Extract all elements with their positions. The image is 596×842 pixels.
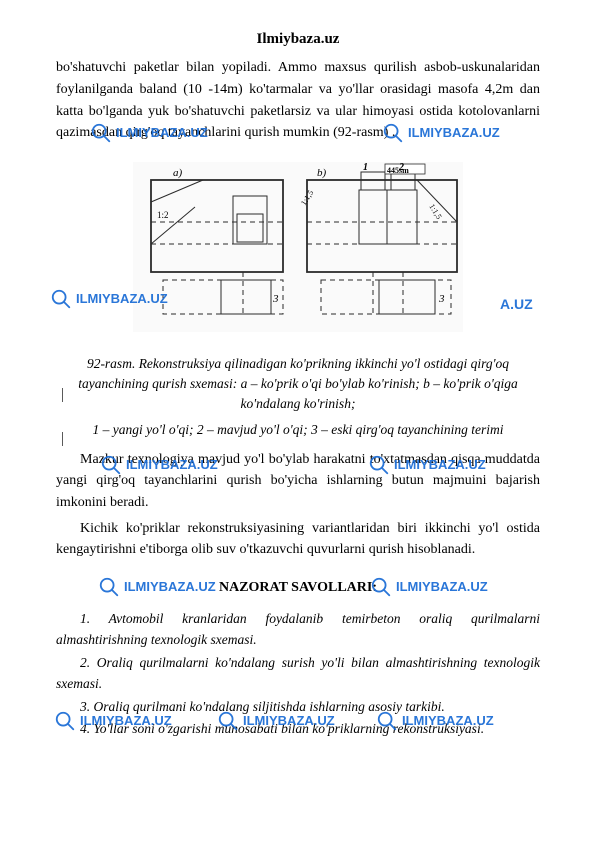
- body-paragraph-2: Mazkur texnologiya mavjud yo'l bo'ylab h…: [56, 449, 540, 514]
- question-4: 4. Yo'llar soni o'zgarishi munosabati bi…: [56, 719, 540, 740]
- question-1: 1. Avtomobil kranlaridan foydalanib temi…: [56, 609, 540, 651]
- svg-text:3: 3: [272, 293, 279, 305]
- figure-caption-1: 92-rasm. Rekonstruksiya qilinadigan ko'p…: [56, 354, 540, 415]
- svg-text:a): a): [173, 167, 183, 179]
- margin-pipe-2: [62, 432, 63, 446]
- page-header: Ilmiybaza.uz: [56, 28, 540, 51]
- figure-caption-2: 1 – yangi yo'l o'qi; 2 – mavjud yo'l o'q…: [56, 420, 540, 440]
- svg-text:1:2: 1:2: [157, 210, 169, 220]
- figure-92: a)1:23445smb)1231:1,51:1,5: [56, 162, 540, 340]
- intro-paragraph: bo'shatuvchi paketlar bilan yopiladi. Am…: [56, 57, 540, 144]
- question-2: 2. Oraliq qurilmalarni ko'ndalang surish…: [56, 653, 540, 695]
- svg-text:1: 1: [363, 162, 368, 173]
- question-3: 3. Oraliq qurilmani ko'ndalang siljitish…: [56, 697, 540, 718]
- section-title: NAZORAT SAVOLLARI:: [56, 577, 540, 599]
- svg-text:2: 2: [398, 162, 404, 173]
- margin-pipe-1: [62, 388, 63, 402]
- body-paragraph-3: Kichik ko'priklar rekonstruksiyasining v…: [56, 518, 540, 561]
- svg-text:b): b): [317, 167, 327, 179]
- svg-text:3: 3: [438, 293, 445, 305]
